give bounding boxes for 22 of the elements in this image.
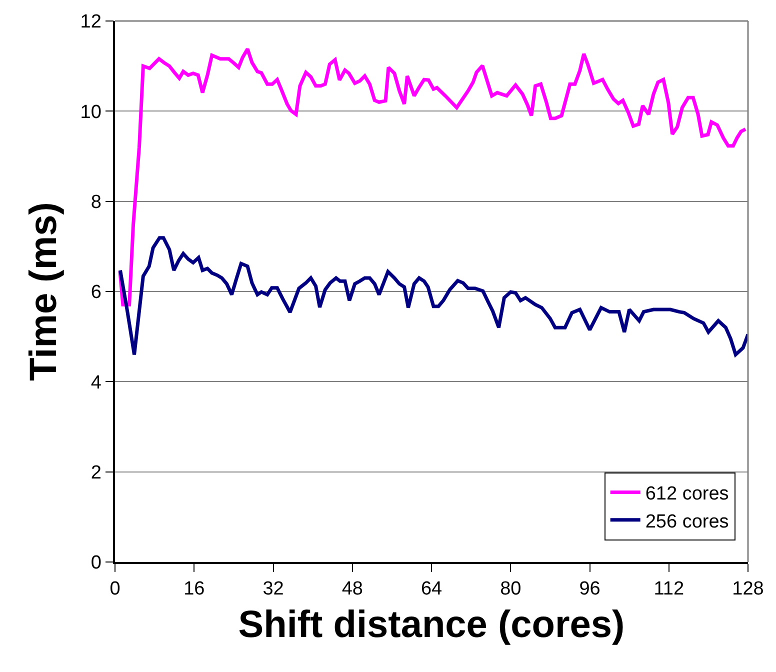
legend-label: 612 cores bbox=[645, 484, 729, 505]
line-series bbox=[118, 47, 748, 306]
x-tick-label: 96 bbox=[579, 578, 600, 600]
y-tick-label: 2 bbox=[90, 462, 102, 484]
line-series bbox=[118, 236, 748, 356]
x-tick-label: 112 bbox=[654, 578, 684, 600]
y-tick-label: 8 bbox=[90, 192, 102, 213]
y-axis-title: Time (ms) bbox=[23, 202, 66, 381]
x-tick-label: 48 bbox=[342, 578, 363, 600]
y-tick-label: 12 bbox=[80, 12, 102, 33]
x-axis-title: Shift distance (cores) bbox=[238, 604, 625, 646]
y-tick-label: 6 bbox=[90, 282, 102, 304]
legend-label: 256 cores bbox=[645, 511, 729, 532]
x-tick-label: 80 bbox=[500, 578, 522, 600]
y-tick-label: 10 bbox=[80, 102, 102, 123]
x-tick-label: 0 bbox=[110, 578, 120, 600]
y-tick-label: 0 bbox=[90, 552, 102, 574]
x-tick-label: 16 bbox=[184, 578, 205, 600]
x-tick-label: 64 bbox=[420, 578, 442, 600]
x-tick-label: 128 bbox=[732, 578, 764, 600]
y-tick-label: 4 bbox=[90, 372, 102, 394]
x-tick-label: 32 bbox=[262, 578, 284, 600]
